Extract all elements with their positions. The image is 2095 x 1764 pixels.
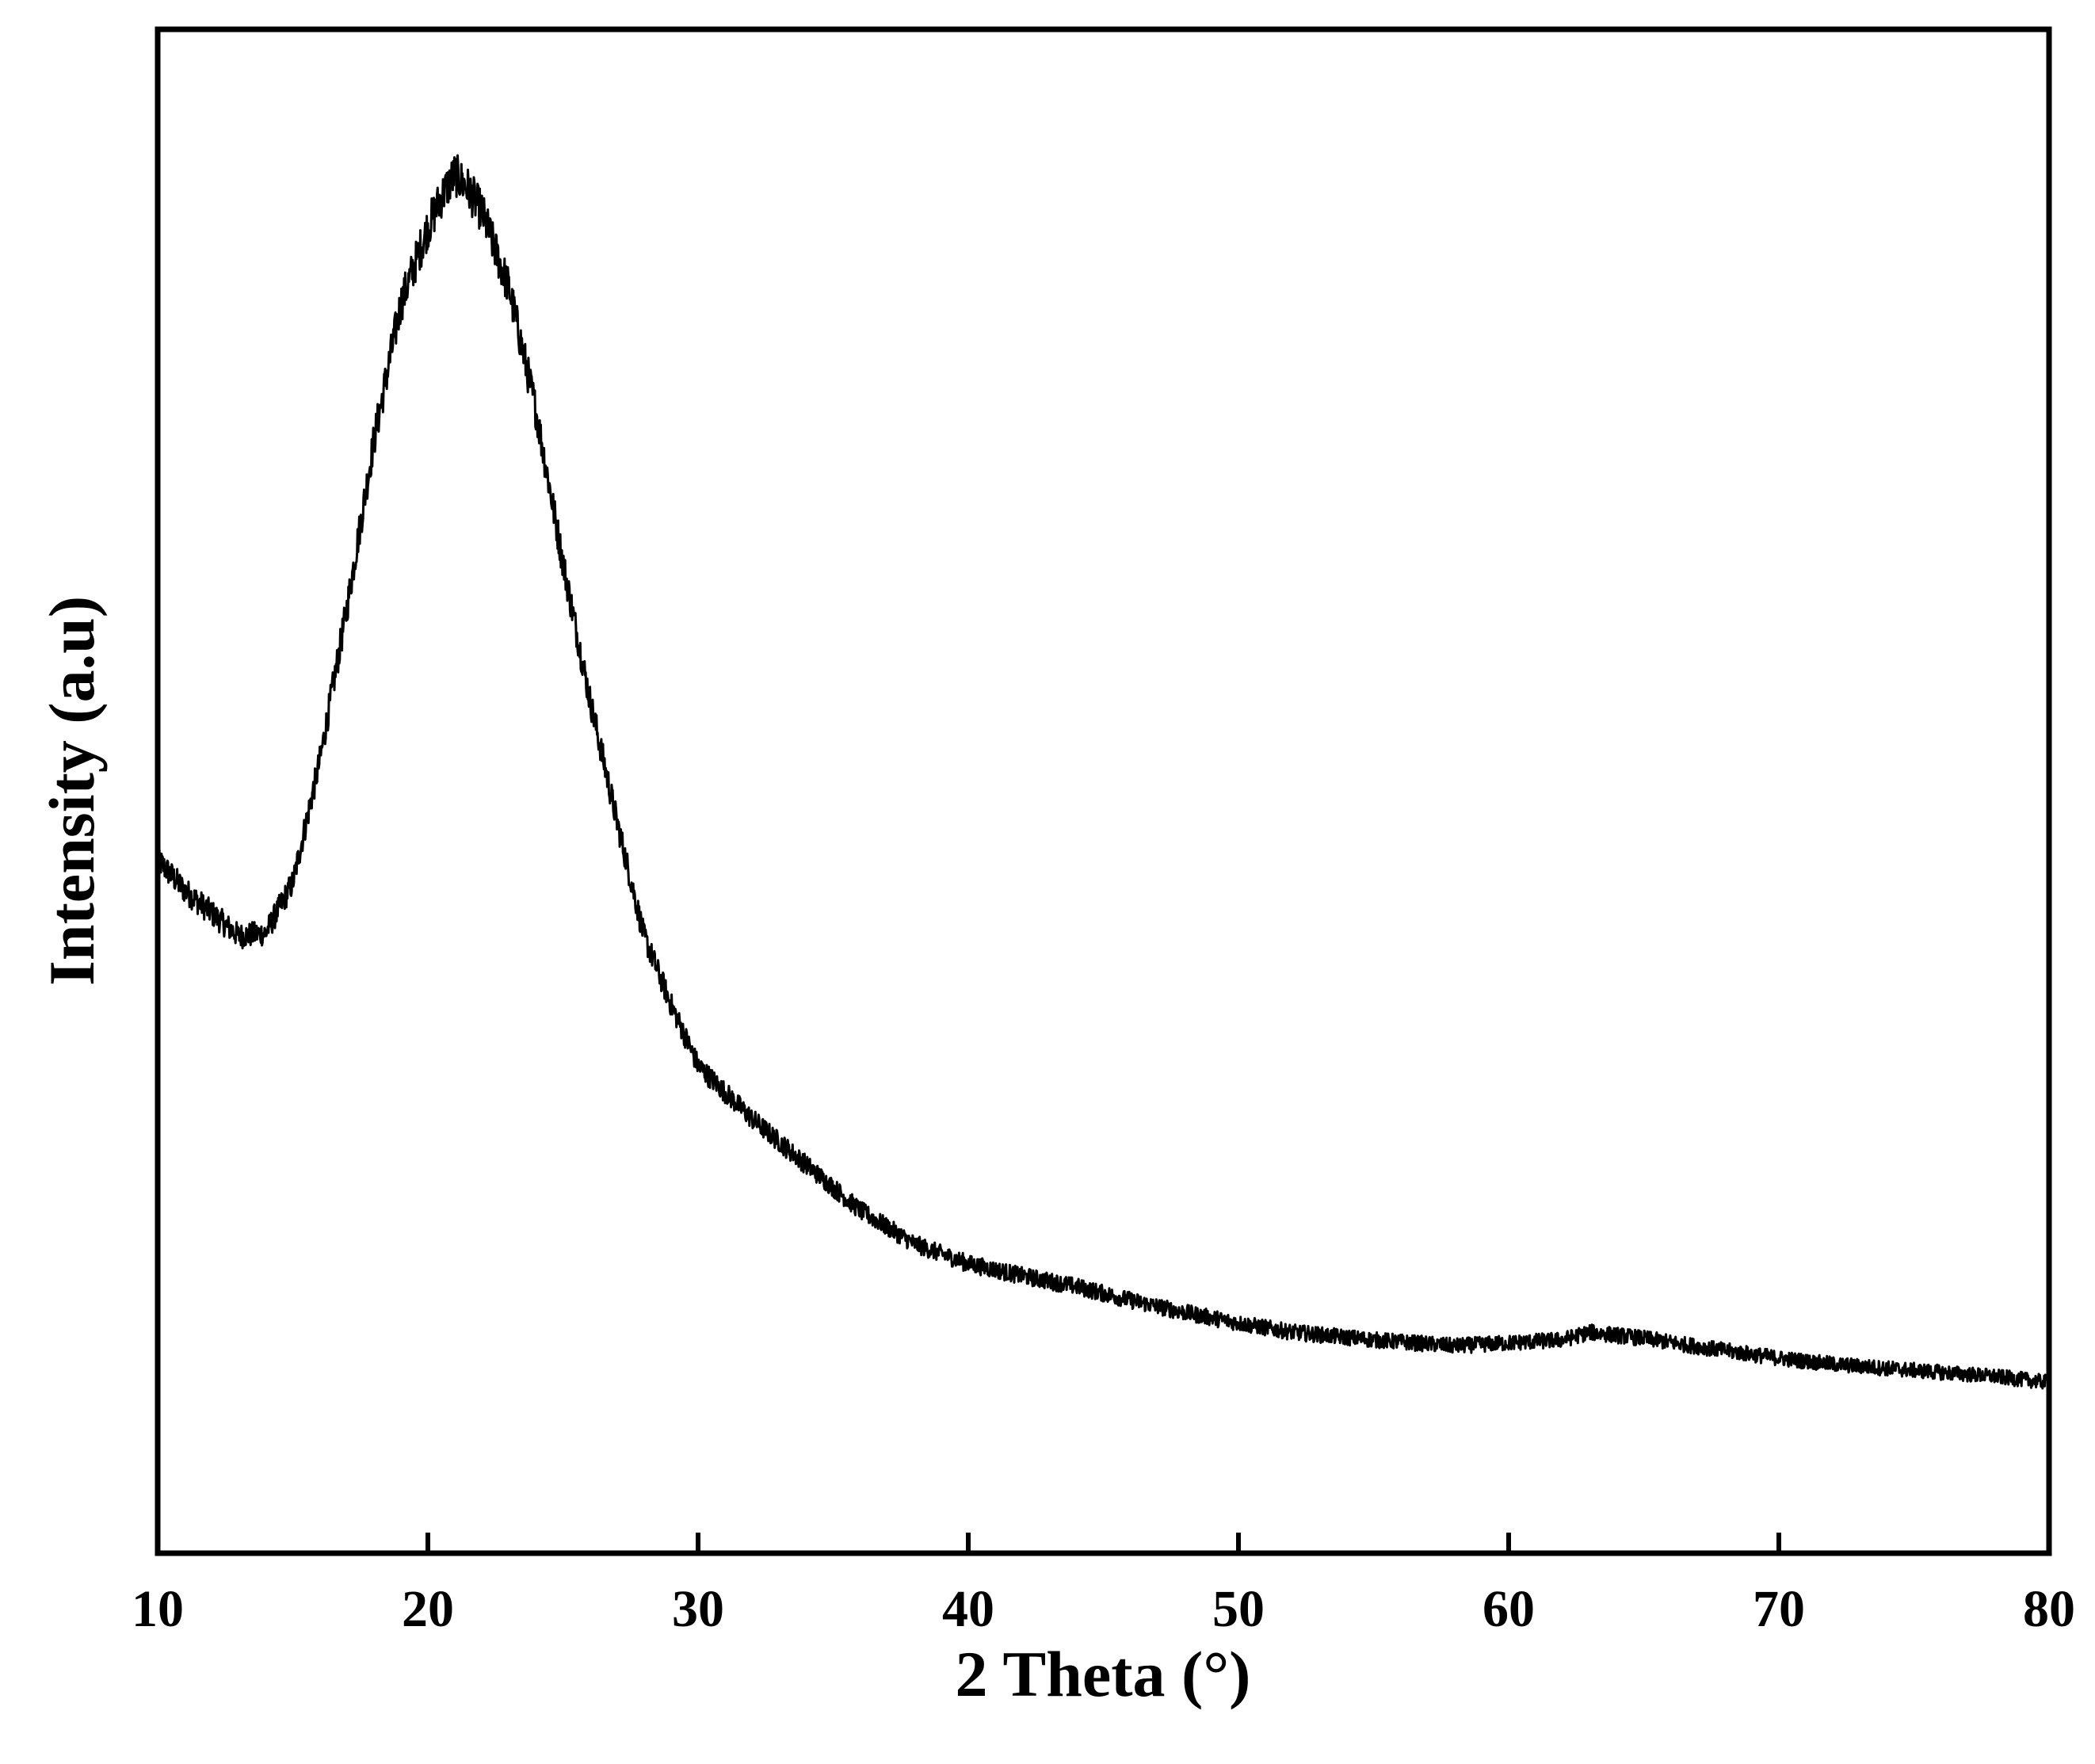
series-line [156,154,2051,1390]
x-axis-title: 2 Theta (°) [956,1638,1251,1710]
x-tick-label-80: 80 [2023,1580,2075,1638]
x-tick-label-10: 10 [132,1580,184,1638]
plot-frame [155,26,2052,1556]
x-tick-label-40: 40 [942,1580,994,1638]
x-tick-label-60: 60 [1483,1580,1535,1638]
x-tick-label-20: 20 [402,1580,454,1638]
x-tick-label-70: 70 [1753,1580,1805,1638]
x-tick-label-30: 30 [672,1580,724,1638]
x-tick-label-50: 50 [1212,1580,1265,1638]
y-axis-title: Intensity (a.u) [36,596,108,986]
plot-area [156,154,2051,1390]
x-axis-tick-labels: 10 20 30 40 50 60 70 80 [132,1580,2075,1638]
